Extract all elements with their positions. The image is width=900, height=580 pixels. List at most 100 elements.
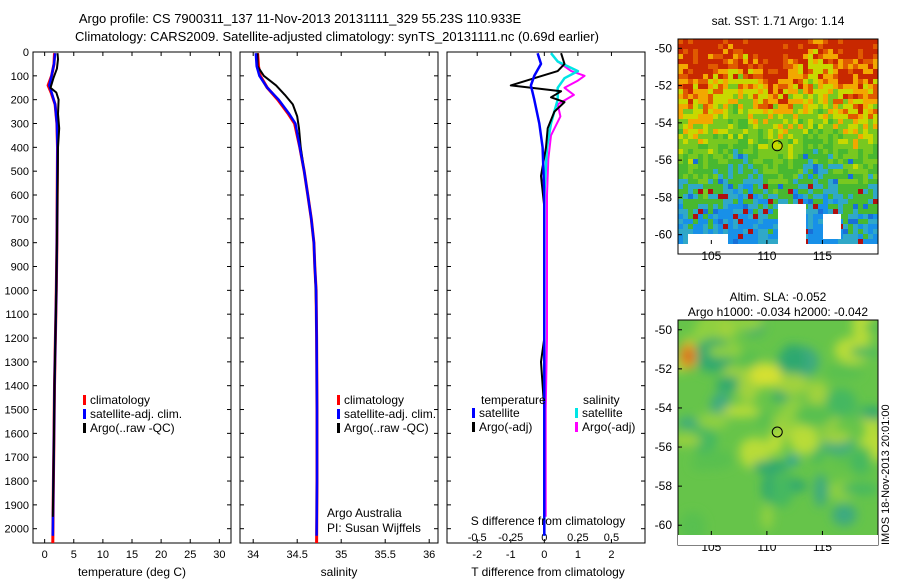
- sst-cell: [703, 89, 709, 95]
- sst-cell: [753, 104, 759, 110]
- sst-cell: [823, 109, 829, 115]
- sst-cell: [693, 124, 699, 130]
- sst-cell: [703, 224, 709, 230]
- sst-cell: [788, 84, 794, 90]
- sst-cell: [743, 209, 749, 215]
- sst-cell: [838, 164, 844, 170]
- sla-blob: [751, 460, 789, 474]
- sst-cell: [803, 124, 809, 130]
- sst-cell: [823, 184, 829, 190]
- sst-cell: [728, 69, 734, 75]
- sst-cell: [733, 134, 739, 140]
- sst-cell: [808, 99, 814, 105]
- sst-cell: [778, 129, 784, 135]
- sst-cell: [853, 179, 859, 185]
- sst-cell: [678, 124, 684, 130]
- sst-cell: [748, 114, 754, 120]
- sst-cell: [788, 104, 794, 110]
- sst-cell: [703, 194, 709, 200]
- sst-cell: [743, 99, 749, 105]
- sst-cell: [813, 204, 819, 210]
- sst-cell: [833, 134, 839, 140]
- sst-cell: [708, 44, 714, 50]
- sst-cell: [688, 164, 694, 170]
- sst-cell: [858, 179, 864, 185]
- sst-cell: [748, 174, 754, 180]
- sst-cell: [803, 74, 809, 80]
- sst-cell: [758, 234, 764, 240]
- sst-cell: [818, 89, 824, 95]
- sst-cell: [748, 179, 754, 185]
- sst-cell: [868, 79, 874, 85]
- legend-swatch: [83, 395, 86, 405]
- sst-cell: [813, 214, 819, 220]
- sst-cell: [783, 64, 789, 70]
- sst-cell: [748, 134, 754, 140]
- sst-cell: [683, 154, 689, 160]
- sst-cell: [723, 134, 729, 140]
- sst-cell: [798, 124, 804, 130]
- sst-cell: [798, 139, 804, 145]
- sst-cell: [838, 64, 844, 70]
- sst-cell: [743, 54, 749, 60]
- sst-cell: [748, 214, 754, 220]
- sst-cell: [738, 49, 744, 55]
- sst-cell: [778, 109, 784, 115]
- sst-cell: [833, 169, 839, 175]
- sst-cell: [848, 44, 854, 50]
- sst-cell: [863, 94, 869, 100]
- sst-cell: [798, 149, 804, 155]
- sst-cell: [843, 199, 849, 205]
- sst-cell: [783, 94, 789, 100]
- sst-cell: [733, 64, 739, 70]
- sst-cell: [713, 209, 719, 215]
- sst-cell: [793, 149, 799, 155]
- sst-cell: [708, 49, 714, 55]
- sst-cell: [858, 209, 864, 215]
- sst-cell: [798, 79, 804, 85]
- sst-cell: [773, 119, 779, 125]
- sst-cell: [863, 154, 869, 160]
- sst-cell: [678, 139, 684, 145]
- legend-swatch: [83, 423, 86, 433]
- sst-cell: [743, 39, 749, 45]
- sst-cell: [863, 69, 869, 75]
- sst-cell: [793, 114, 799, 120]
- x-tick-label: 35.5: [374, 549, 395, 561]
- sst-cell: [758, 54, 764, 60]
- sst-cell: [828, 184, 834, 190]
- legend-label: climatology: [90, 393, 150, 407]
- sst-cell: [753, 219, 759, 225]
- sst-cell: [868, 44, 874, 50]
- sst-cell: [778, 44, 784, 50]
- sst-cell: [723, 84, 729, 90]
- s-tick-label: 0: [541, 532, 547, 544]
- sst-cell: [823, 89, 829, 95]
- sst-cell: [858, 79, 864, 85]
- sst-cell: [733, 194, 739, 200]
- sst-cell: [723, 39, 729, 45]
- sst-cell: [863, 114, 869, 120]
- sst-cell: [763, 39, 769, 45]
- sst-cell: [743, 94, 749, 100]
- sst-cell: [863, 219, 869, 225]
- sst-cell: [798, 94, 804, 100]
- sst-cell: [763, 149, 769, 155]
- sst-cell: [848, 79, 854, 85]
- sst-cell: [778, 94, 784, 100]
- sst-cell: [808, 199, 814, 205]
- sst-cell: [823, 104, 829, 110]
- sst-cell: [868, 54, 874, 60]
- sst-cell: [753, 189, 759, 195]
- sst-cell: [788, 39, 794, 45]
- sst-cell: [858, 104, 864, 110]
- sst-cell: [838, 54, 844, 60]
- sst-cell: [798, 69, 804, 75]
- sst-cell: [793, 189, 799, 195]
- sst-cell: [733, 164, 739, 170]
- sst-cell: [683, 104, 689, 110]
- sst-cell: [768, 204, 774, 210]
- sst-cell: [863, 44, 869, 50]
- sst-cell: [858, 124, 864, 130]
- sst-cell: [718, 169, 724, 175]
